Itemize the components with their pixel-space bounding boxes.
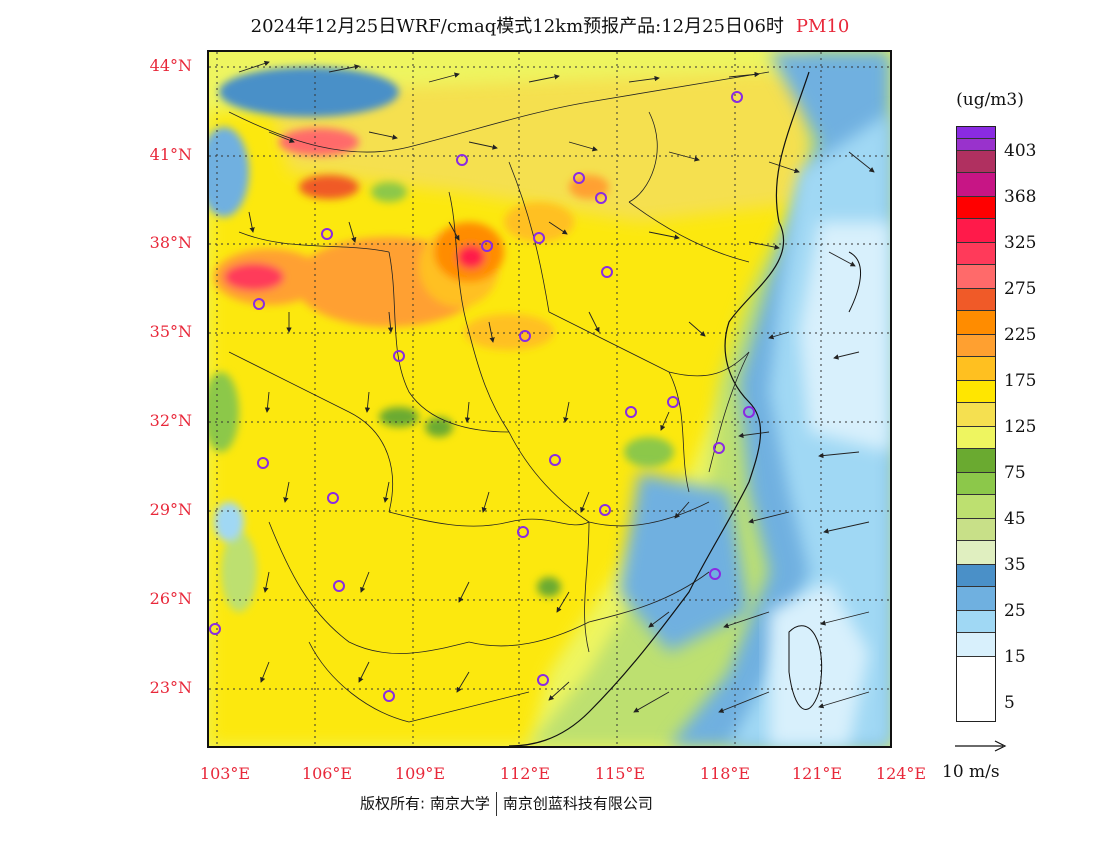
legend-tick: 25 <box>1004 601 1026 621</box>
taiwan-region <box>769 582 869 746</box>
lat-label-41n: 41°N <box>149 145 192 164</box>
coastline <box>508 71 810 746</box>
low-pm-green-areas <box>221 182 674 612</box>
legend-swatch <box>957 243 995 265</box>
legend-swatch <box>957 403 995 427</box>
legend-tick: 275 <box>1004 279 1037 299</box>
legend-tick: 45 <box>1004 509 1026 529</box>
lat-label-32n: 32°N <box>149 411 192 430</box>
province-boundaries <box>228 71 770 723</box>
legend-tick: 325 <box>1004 233 1037 253</box>
lat-label-38n: 38°N <box>149 233 192 252</box>
map-svg <box>209 52 890 746</box>
legend-tick: 175 <box>1004 371 1037 391</box>
lat-label-26n: 26°N <box>149 589 192 608</box>
legend-tick: 15 <box>1004 647 1026 667</box>
lon-label-106e: 106°E <box>301 764 353 783</box>
lon-label-121e: 121°E <box>791 764 843 783</box>
lon-label-103e: 103°E <box>199 764 251 783</box>
legend-swatch <box>957 495 995 519</box>
lat-label-44n: 44°N <box>149 56 192 75</box>
legend-swatch <box>957 197 995 219</box>
legend-swatch <box>957 381 995 403</box>
legend-swatch <box>957 139 995 151</box>
taiwan-coast <box>788 625 823 710</box>
legend-swatch <box>957 565 995 587</box>
legend-swatch <box>957 219 995 243</box>
legend-tick: 5 <box>1004 693 1015 713</box>
reference-arrow-icon <box>955 740 1007 752</box>
lon-label-112e: 112°E <box>499 764 551 783</box>
legend-tick: 403 <box>1004 141 1037 161</box>
legend-tick: 35 <box>1004 555 1026 575</box>
legend-swatch <box>957 427 995 449</box>
legend-tick: 368 <box>1004 187 1037 207</box>
legend-swatch <box>957 473 995 495</box>
copyright-footer: 版权所有: 南京大学 南京创蓝科技有限公司 <box>360 792 653 816</box>
fujian-clean-area <box>619 472 749 652</box>
legend-swatch <box>957 657 995 681</box>
lat-label-35n: 35°N <box>149 322 192 341</box>
legend-unit: (ug/m3) <box>956 90 1024 110</box>
legend-swatch <box>957 335 995 357</box>
company-name: 南京创蓝科技有限公司 <box>502 794 653 813</box>
title-pollutant: PM10 <box>795 16 850 37</box>
graticule <box>209 52 890 746</box>
western-clean-areas <box>209 67 399 542</box>
legend-swatch <box>957 633 995 657</box>
legend-swatch <box>957 289 995 311</box>
legend-swatch <box>957 127 995 139</box>
wind-vectors <box>238 60 875 713</box>
copyright-text: 版权所有: 南京大学 <box>360 794 490 813</box>
legend-swatch <box>957 611 995 633</box>
footer-divider <box>495 792 497 816</box>
lon-label-115e: 115°E <box>594 764 646 783</box>
legend-swatch <box>957 265 995 289</box>
legend-swatch <box>957 311 995 335</box>
legend-swatch <box>957 541 995 565</box>
color-legend <box>956 126 996 722</box>
lon-label-109e: 109°E <box>394 764 446 783</box>
legend-swatch <box>957 519 995 541</box>
peninsula-coast <box>848 251 862 313</box>
legend-tick: 125 <box>1004 417 1037 437</box>
legend-tick: 75 <box>1004 463 1026 483</box>
title-main: 2024年12月25日WRF/cmaq模式12km预报产品:12月25日06时 <box>250 16 784 37</box>
legend-swatch <box>957 449 995 473</box>
lat-label-29n: 29°N <box>149 500 192 519</box>
lon-label-118e: 118°E <box>699 764 751 783</box>
pollution-hotspots <box>214 128 609 350</box>
legend-swatch <box>957 357 995 381</box>
legend-swatch <box>957 587 995 611</box>
lat-label-23n: 23°N <box>149 678 192 697</box>
reference-vector-label: 10 m/s <box>942 762 1000 782</box>
lon-label-124e: 124°E <box>875 764 927 783</box>
legend-swatch <box>957 173 995 197</box>
map-title: 2024年12月25日WRF/cmaq模式12km预报产品:12月25日06时 P… <box>0 12 1100 38</box>
yellow-sea-clean <box>799 222 890 452</box>
north-plain <box>269 72 849 222</box>
legend-tick: 225 <box>1004 325 1037 345</box>
city-markers <box>209 91 755 702</box>
legend-swatch <box>957 151 995 173</box>
pm10-concentration-map <box>207 50 892 748</box>
